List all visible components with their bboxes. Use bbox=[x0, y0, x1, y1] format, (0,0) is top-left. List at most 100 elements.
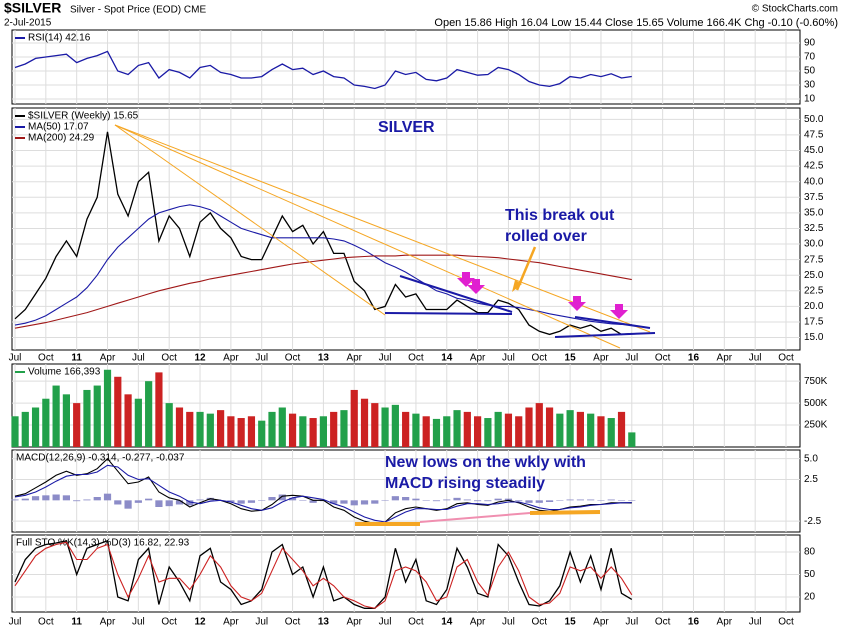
bar bbox=[566, 499, 574, 501]
bar bbox=[103, 493, 112, 501]
x-tick-label: Jul bbox=[749, 617, 762, 628]
bar bbox=[103, 369, 112, 447]
bar bbox=[381, 500, 389, 501]
bar bbox=[268, 411, 276, 447]
bar bbox=[556, 500, 564, 501]
panel-frame bbox=[11, 449, 801, 533]
series-line bbox=[14, 541, 633, 609]
bar bbox=[206, 413, 214, 447]
x-tick-label: 13 bbox=[318, 617, 330, 628]
x-tick-label: 16 bbox=[688, 617, 700, 628]
x-tick-label: Apr bbox=[346, 353, 362, 364]
y-tick-label: 50 bbox=[804, 569, 816, 580]
bar bbox=[145, 381, 153, 447]
trendlines bbox=[114, 124, 656, 526]
y-tick-label: 2.5 bbox=[804, 474, 818, 485]
x-tick-label: Apr bbox=[470, 617, 486, 628]
y-tick-label: 50.0 bbox=[804, 114, 824, 125]
bar bbox=[535, 403, 543, 447]
series-line bbox=[14, 131, 632, 336]
y-tick-label: 47.5 bbox=[804, 130, 824, 141]
bar bbox=[175, 500, 184, 505]
bar bbox=[545, 407, 554, 447]
bar bbox=[258, 420, 266, 447]
bar bbox=[227, 500, 235, 502]
x-tick-label: Jul bbox=[132, 617, 145, 628]
bar bbox=[227, 416, 235, 447]
x-tick-label: Apr bbox=[223, 353, 239, 364]
x-tick-label: 12 bbox=[194, 617, 206, 628]
x-tick-label: 15 bbox=[565, 353, 577, 364]
bar bbox=[186, 411, 194, 447]
x-tick-label: Apr bbox=[100, 353, 116, 364]
bar bbox=[443, 499, 451, 501]
trendline bbox=[529, 510, 601, 515]
bar bbox=[11, 416, 19, 447]
bar bbox=[83, 499, 91, 501]
trendline bbox=[419, 512, 531, 523]
bar bbox=[607, 499, 615, 501]
bar bbox=[617, 411, 626, 447]
bar bbox=[93, 497, 101, 501]
bar bbox=[597, 500, 605, 501]
x-tick-label: 11 bbox=[71, 617, 82, 628]
bar bbox=[124, 394, 132, 447]
x-tick-label: Oct bbox=[778, 617, 794, 628]
legend-label: $SILVER (Weekly) 15.65 bbox=[28, 111, 139, 122]
bar bbox=[21, 411, 29, 447]
x-tick-label: Oct bbox=[285, 353, 301, 364]
chart-date: 2-Jul-2015 bbox=[4, 18, 52, 29]
x-tick-label: Apr bbox=[223, 617, 239, 628]
bar bbox=[42, 495, 50, 501]
x-tick-label: Jul bbox=[379, 353, 392, 364]
x-tick-label: 15 bbox=[565, 617, 577, 628]
bar bbox=[422, 500, 430, 501]
x-tick-label: 14 bbox=[441, 353, 453, 364]
bar bbox=[309, 418, 317, 447]
y-tick-label: 5.0 bbox=[804, 453, 818, 464]
bar bbox=[628, 500, 636, 501]
x-tick-label: Apr bbox=[717, 353, 733, 364]
callout-arrow bbox=[515, 246, 537, 291]
y-tick-label: 32.5 bbox=[804, 223, 824, 234]
x-tick-label: Jul bbox=[9, 353, 22, 364]
panel-frame bbox=[11, 107, 801, 351]
x-tick-label: 11 bbox=[71, 353, 82, 364]
callout-arrowhead bbox=[512, 280, 522, 292]
trendline bbox=[399, 275, 513, 313]
chart-subtitle: Silver - Spot Price (EOD) CME bbox=[70, 5, 206, 16]
bar bbox=[62, 495, 70, 501]
y-tick-label: 17.5 bbox=[804, 317, 824, 328]
x-tick-label: Oct bbox=[408, 353, 424, 364]
trendline bbox=[114, 124, 621, 349]
y-tick-label: 80 bbox=[804, 547, 816, 558]
bar bbox=[309, 500, 317, 503]
x-tick-label: Oct bbox=[161, 617, 177, 628]
trendline bbox=[114, 124, 651, 333]
x-tick-label: Jul bbox=[255, 617, 268, 628]
bar bbox=[186, 500, 194, 506]
bar bbox=[196, 499, 204, 501]
bar bbox=[11, 499, 19, 501]
bar bbox=[31, 407, 40, 447]
bar bbox=[350, 500, 358, 506]
bar bbox=[175, 407, 184, 447]
bar bbox=[402, 411, 410, 447]
series-line bbox=[14, 464, 632, 523]
bar bbox=[155, 372, 163, 447]
x-tick-label: Oct bbox=[655, 353, 671, 364]
y-tick-label: 500K bbox=[804, 398, 828, 409]
x-tick-label: Oct bbox=[285, 617, 301, 628]
bar bbox=[587, 413, 595, 447]
bar bbox=[155, 500, 163, 507]
legend-label: MA(200) 24.29 bbox=[28, 133, 95, 144]
series-line bbox=[14, 457, 632, 525]
bar bbox=[73, 403, 81, 447]
y-tick-label: 30 bbox=[804, 80, 816, 91]
annotation: This break out bbox=[505, 207, 615, 224]
annotation: MACD rising steadily bbox=[385, 475, 545, 492]
bar bbox=[535, 500, 543, 503]
bar bbox=[628, 432, 636, 447]
quote: Open 15.86 High 16.04 Low 15.44 Close 15… bbox=[434, 17, 838, 29]
bar bbox=[474, 500, 482, 502]
